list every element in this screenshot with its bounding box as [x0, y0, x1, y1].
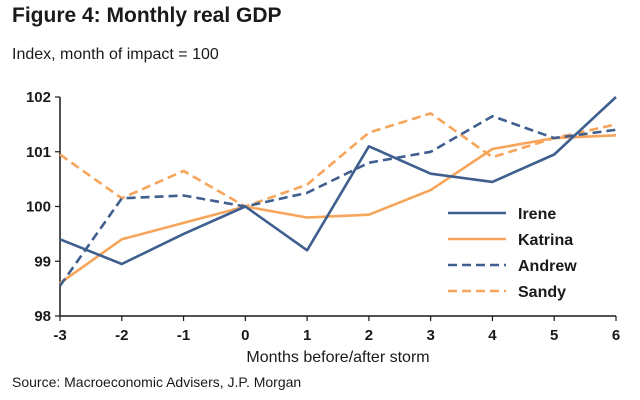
- y-tick-label: 102: [26, 89, 51, 106]
- x-axis-label: Months before/after storm: [246, 349, 429, 366]
- x-tick-label: -1: [177, 327, 190, 344]
- x-tick-label: -2: [115, 327, 128, 344]
- x-tick-label: 3: [426, 327, 434, 344]
- y-tick-label: 98: [34, 308, 51, 325]
- x-tick-label: 5: [550, 327, 558, 344]
- y-tick-label: 101: [26, 144, 51, 161]
- legend-label-sandy: Sandy: [518, 284, 566, 301]
- chart-subtitle: Index, month of impact = 100: [12, 46, 219, 63]
- legend-label-katrina: Katrina: [518, 232, 573, 249]
- series-line-katrina: [59, 134, 617, 285]
- x-tick-label: 6: [612, 327, 620, 344]
- legend: Irene Katrina Andrew Sandy: [448, 206, 577, 301]
- x-tick-label: 2: [365, 327, 373, 344]
- x-tick-label: 4: [488, 327, 497, 344]
- x-tick-label: -3: [53, 327, 66, 344]
- series-line-irene: [59, 96, 617, 266]
- legend-label-irene: Irene: [518, 206, 556, 223]
- y-tick-label: 99: [34, 253, 51, 270]
- series-line-sandy: [59, 112, 617, 208]
- series-line-andrew: [58, 114, 617, 287]
- axes: 98 99 100 101 102 -3 -2 -1 0 1 2 3 4 5 6: [26, 89, 620, 344]
- source-note: Source: Macroeconomic Advisers, J.P. Mor…: [12, 374, 302, 390]
- chart-title: Figure 4: Monthly real GDP: [12, 4, 282, 27]
- x-tick-label: 1: [303, 327, 311, 344]
- series-layer: [58, 96, 617, 287]
- x-tick-label: 0: [241, 327, 249, 344]
- y-tick-label: 100: [26, 199, 51, 216]
- legend-label-andrew: Andrew: [518, 258, 577, 275]
